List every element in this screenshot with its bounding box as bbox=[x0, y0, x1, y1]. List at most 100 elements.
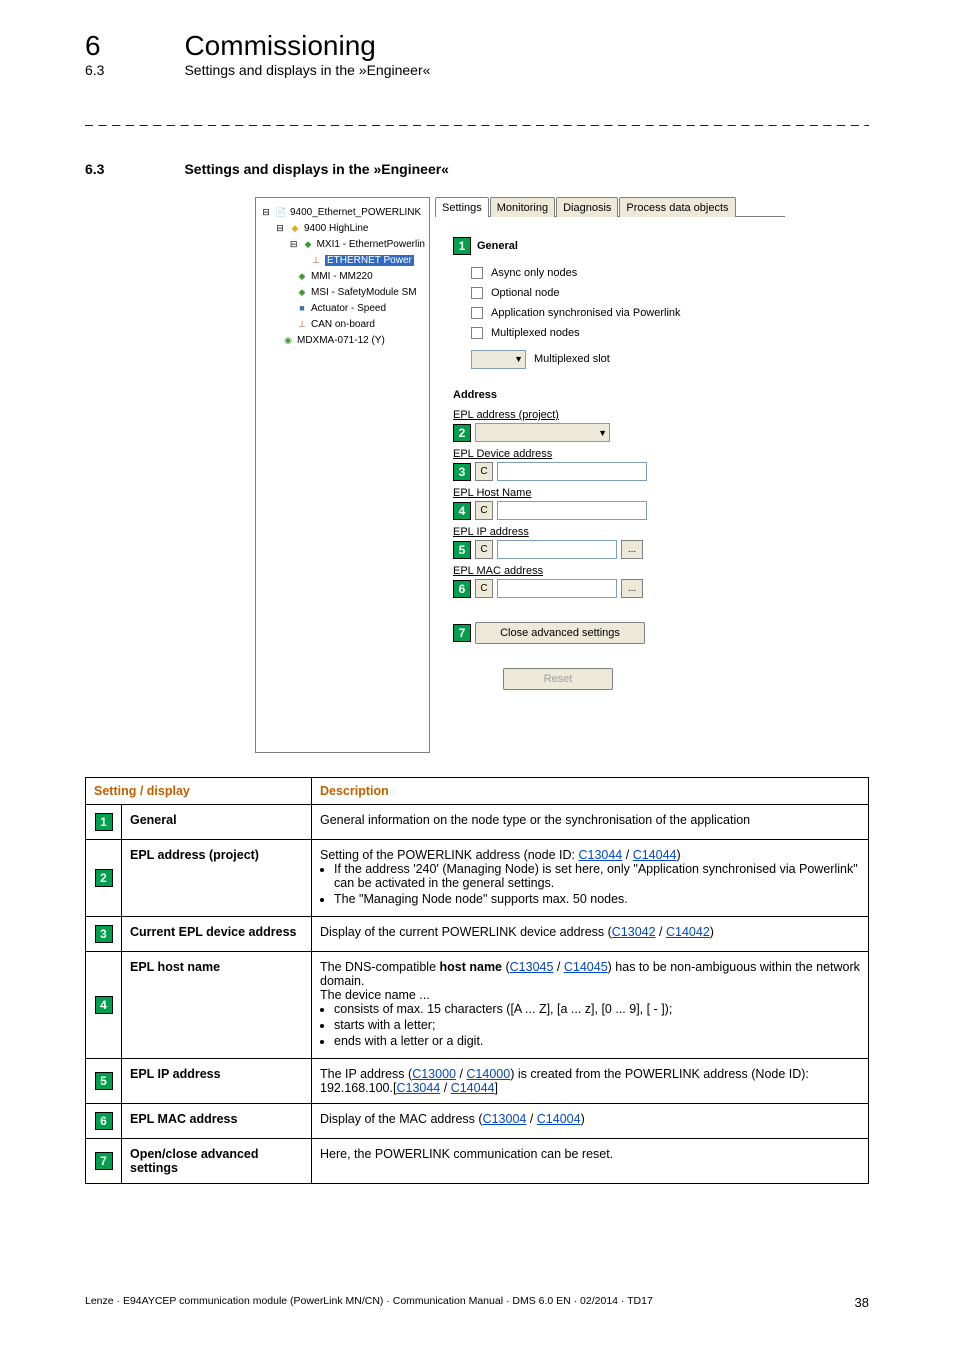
section-title: Settings and displays in the »Engineer« bbox=[184, 161, 449, 177]
table-row: 1 General General information on the nod… bbox=[86, 805, 869, 840]
tab-bar: Settings Monitoring Diagnosis Process da… bbox=[435, 197, 785, 217]
checkbox-label: Application synchronised via Powerlink bbox=[491, 307, 681, 319]
row-desc: Display of the MAC address (C13004 / C14… bbox=[312, 1104, 869, 1139]
code-link[interactable]: C14045 bbox=[564, 960, 608, 974]
tree-item[interactable]: 9400_Ethernet_POWERLINK bbox=[290, 207, 421, 218]
code-link[interactable]: C13044 bbox=[578, 848, 622, 862]
tree-item[interactable]: 9400 HighLine bbox=[304, 223, 369, 234]
checkbox-optional-node[interactable] bbox=[471, 287, 483, 299]
folder-icon: 📄 bbox=[275, 206, 287, 218]
tree-collapse-icon[interactable]: ⊟ bbox=[260, 206, 272, 218]
tree-item-selected[interactable]: ETHERNET Power bbox=[325, 255, 414, 266]
browse-button[interactable]: ... bbox=[621, 579, 643, 598]
form-pane: Settings Monitoring Diagnosis Process da… bbox=[435, 197, 785, 690]
field-label-project: EPL address (project) bbox=[453, 409, 785, 421]
code-link[interactable]: C14042 bbox=[666, 925, 710, 939]
table-row: 7 Open/close advanced settings Here, the… bbox=[86, 1139, 869, 1184]
table-row: 5 EPL IP address The IP address (C13000 … bbox=[86, 1059, 869, 1104]
row-badge: 3 bbox=[95, 925, 113, 943]
checkbox-label: Optional node bbox=[491, 287, 560, 299]
motor-icon: ◉ bbox=[282, 334, 294, 346]
c-button[interactable]: C bbox=[475, 462, 493, 481]
c-button[interactable]: C bbox=[475, 579, 493, 598]
tree-item[interactable]: MSI - SafetyModule SM bbox=[311, 287, 417, 298]
page-header: 6 Commissioning 6.3 Settings and display… bbox=[85, 0, 869, 80]
network-icon: ⊥ bbox=[296, 318, 308, 330]
tab-monitoring[interactable]: Monitoring bbox=[490, 197, 555, 217]
ui-screenshot: ⊟ 📄 9400_Ethernet_POWERLINK ⊟ ◆ 9400 Hig… bbox=[255, 197, 785, 757]
code-link[interactable]: C14004 bbox=[537, 1112, 581, 1126]
code-link[interactable]: C13045 bbox=[510, 960, 554, 974]
section-number: 6.3 bbox=[85, 161, 180, 177]
tree-collapse-icon[interactable]: ⊟ bbox=[288, 238, 299, 250]
checkbox-async-nodes[interactable] bbox=[471, 267, 483, 279]
field-label-mac: EPL MAC address bbox=[453, 565, 785, 577]
page-footer: Lenze · E94AYCEP communication module (P… bbox=[85, 1295, 869, 1310]
table-header-desc: Description bbox=[312, 778, 869, 805]
callout-badge-6: 6 bbox=[453, 580, 471, 598]
tab-diagnosis[interactable]: Diagnosis bbox=[556, 197, 618, 217]
code-link[interactable]: C13004 bbox=[483, 1112, 527, 1126]
row-badge: 2 bbox=[95, 869, 113, 887]
code-link[interactable]: C14000 bbox=[466, 1067, 510, 1081]
checkbox-label: Multiplexed nodes bbox=[491, 327, 580, 339]
code-link[interactable]: C14044 bbox=[633, 848, 677, 862]
reset-button[interactable]: Reset bbox=[503, 668, 613, 690]
epl-mac-input[interactable] bbox=[497, 579, 617, 598]
table-row: 3 Current EPL device address Display of … bbox=[86, 917, 869, 952]
checkbox-app-sync[interactable] bbox=[471, 307, 483, 319]
row-name: EPL address (project) bbox=[122, 840, 312, 917]
checkbox-multiplexed[interactable] bbox=[471, 327, 483, 339]
tree-item[interactable]: MMI - MM220 bbox=[311, 271, 373, 282]
row-badge: 7 bbox=[95, 1152, 113, 1170]
page-number: 38 bbox=[855, 1295, 869, 1310]
footer-text: Lenze · E94AYCEP communication module (P… bbox=[85, 1295, 653, 1310]
callout-badge-4: 4 bbox=[453, 502, 471, 520]
module-icon: ◆ bbox=[296, 286, 308, 298]
bullet: If the address '240' (Managing Node) is … bbox=[334, 862, 860, 890]
tree-pane: ⊟ 📄 9400_Ethernet_POWERLINK ⊟ ◆ 9400 Hig… bbox=[255, 197, 430, 753]
epl-host-name-input[interactable] bbox=[497, 501, 647, 520]
epl-address-project-dropdown[interactable]: ▼ bbox=[475, 423, 610, 442]
table-row: 2 EPL address (project) Setting of the P… bbox=[86, 840, 869, 917]
tree-item[interactable]: CAN on-board bbox=[311, 319, 375, 330]
table-header-setting: Setting / display bbox=[86, 778, 312, 805]
epl-ip-input[interactable] bbox=[497, 540, 617, 559]
epl-device-address-input[interactable] bbox=[497, 462, 647, 481]
section-heading: 6.3 Settings and displays in the »Engine… bbox=[85, 161, 869, 179]
chapter-title: Commissioning bbox=[184, 30, 375, 62]
row-name: EPL MAC address bbox=[122, 1104, 312, 1139]
multiplexed-slot-label: Multiplexed slot bbox=[534, 353, 610, 365]
callout-badge-7: 7 bbox=[453, 624, 471, 642]
field-label-ip: EPL IP address bbox=[453, 526, 785, 538]
address-heading: Address bbox=[453, 389, 497, 401]
row-desc: The IP address (C13000 / C14000) is crea… bbox=[312, 1059, 869, 1104]
tree-item[interactable]: MDXMA-071-12 (Y) bbox=[297, 335, 385, 346]
tab-settings[interactable]: Settings bbox=[435, 197, 489, 217]
callout-badge-5: 5 bbox=[453, 541, 471, 559]
browse-button[interactable]: ... bbox=[621, 540, 643, 559]
callout-badge-3: 3 bbox=[453, 463, 471, 481]
tree-item[interactable]: MXI1 - EthernetPowerlin bbox=[317, 239, 425, 250]
code-link[interactable]: C13000 bbox=[412, 1067, 456, 1081]
device-icon: ◆ bbox=[289, 222, 301, 234]
tree-item[interactable]: Actuator - Speed bbox=[311, 303, 386, 314]
row-name: EPL IP address bbox=[122, 1059, 312, 1104]
actuator-icon: ■ bbox=[296, 302, 308, 314]
row-name: Open/close advanced settings bbox=[122, 1139, 312, 1184]
tree-collapse-icon[interactable]: ⊟ bbox=[274, 222, 286, 234]
tab-process-data[interactable]: Process data objects bbox=[619, 197, 735, 217]
code-link[interactable]: C13042 bbox=[612, 925, 656, 939]
module-icon: ◆ bbox=[302, 238, 313, 250]
c-button[interactable]: C bbox=[475, 501, 493, 520]
code-link[interactable]: C13044 bbox=[396, 1081, 440, 1095]
row-name: Current EPL device address bbox=[122, 917, 312, 952]
multiplexed-slot-dropdown[interactable]: ▼ bbox=[471, 350, 526, 369]
code-link[interactable]: C14044 bbox=[451, 1081, 495, 1095]
row-desc: The DNS-compatible host name (C13045 / C… bbox=[312, 952, 869, 1059]
row-badge: 4 bbox=[95, 996, 113, 1014]
close-advanced-button[interactable]: Close advanced settings bbox=[475, 622, 645, 644]
row-name: General bbox=[122, 805, 312, 840]
bullet: starts with a letter; bbox=[334, 1018, 860, 1032]
c-button[interactable]: C bbox=[475, 540, 493, 559]
